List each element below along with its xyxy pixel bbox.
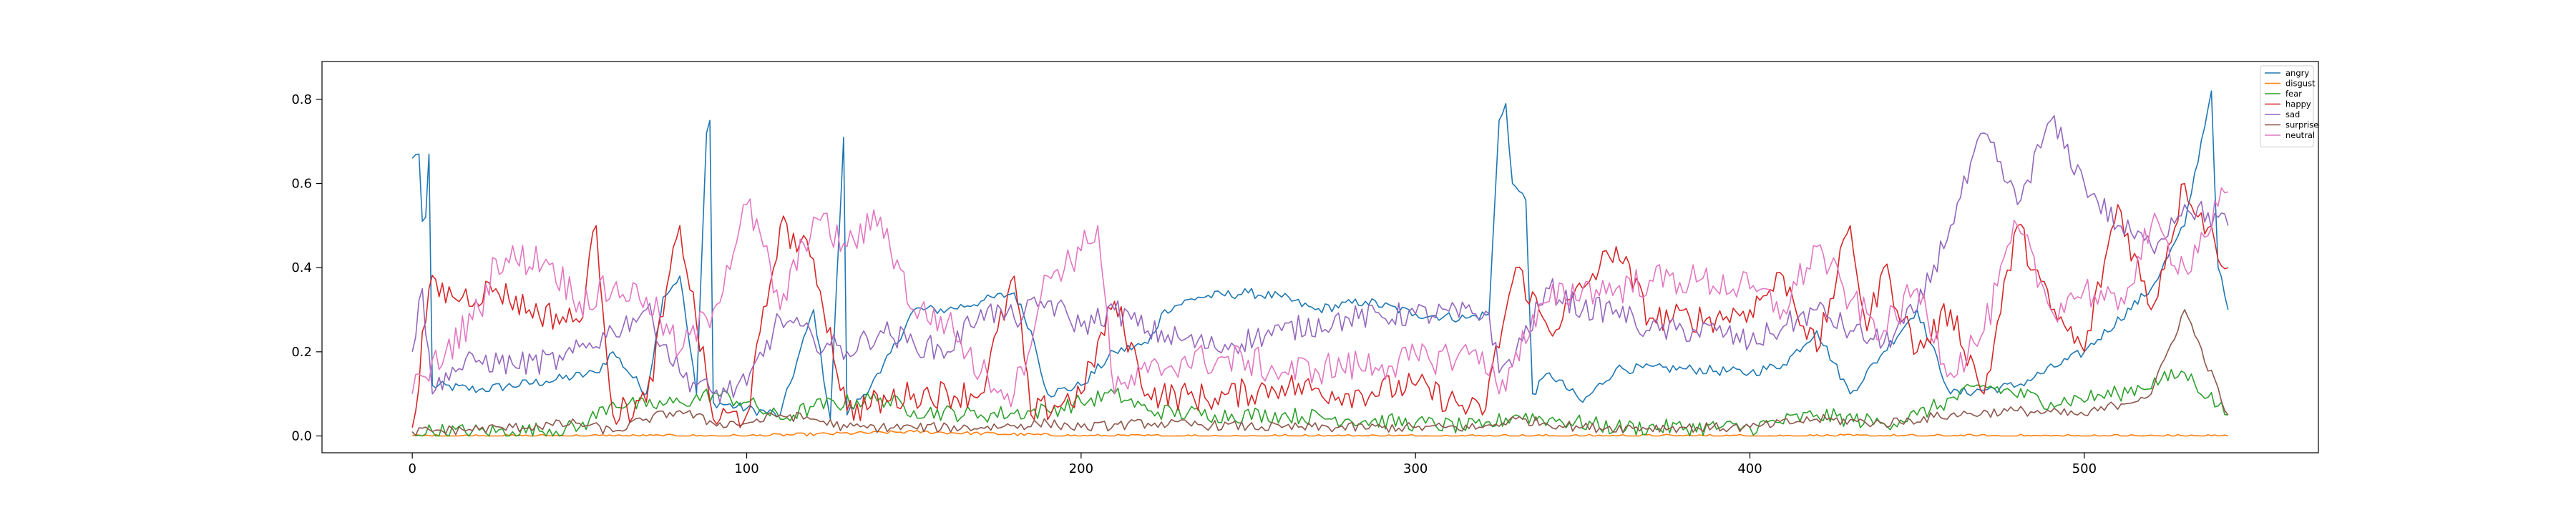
legend-label-angry: angry xyxy=(2285,68,2309,78)
series-line-angry xyxy=(411,90,2229,420)
series-lines xyxy=(411,90,2229,437)
y-tick-label: 0.4 xyxy=(291,260,312,275)
legend-box xyxy=(2260,65,2314,147)
x-tick-label: 400 xyxy=(1737,461,1762,476)
y-tick-label: 0.0 xyxy=(291,428,312,443)
y-tick-label: 0.8 xyxy=(291,92,312,107)
legend-label-fear: fear xyxy=(2285,89,2302,99)
legend-label-surprise: surprise xyxy=(2285,120,2318,130)
y-axis: 0.0 0.2 0.4 0.6 0.8 xyxy=(291,92,322,443)
x-tick-label: 200 xyxy=(1069,461,1093,476)
series-line-surprise xyxy=(411,309,2229,436)
legend-label-happy: happy xyxy=(2285,99,2311,109)
series-line-fear xyxy=(411,368,2228,437)
x-axis: 0 100 200 300 400 500 xyxy=(408,453,2097,476)
x-tick-label: 100 xyxy=(734,461,758,476)
y-tick-label: 0.2 xyxy=(291,345,312,360)
series-line-disgust xyxy=(411,429,2229,437)
legend-label-sad: sad xyxy=(2285,109,2300,119)
legend-label-disgust: disgust xyxy=(2285,79,2316,89)
legend-label-neutral: neutral xyxy=(2285,130,2315,140)
series-line-happy xyxy=(411,182,2229,428)
x-tick-label: 0 xyxy=(408,461,416,476)
y-tick-label: 0.6 xyxy=(291,177,312,192)
x-tick-label: 500 xyxy=(2072,461,2097,476)
plot-frame xyxy=(321,61,2319,453)
series-line-neutral xyxy=(411,187,2229,408)
x-tick-label: 300 xyxy=(1403,461,1428,476)
series-line-sad xyxy=(411,115,2229,403)
